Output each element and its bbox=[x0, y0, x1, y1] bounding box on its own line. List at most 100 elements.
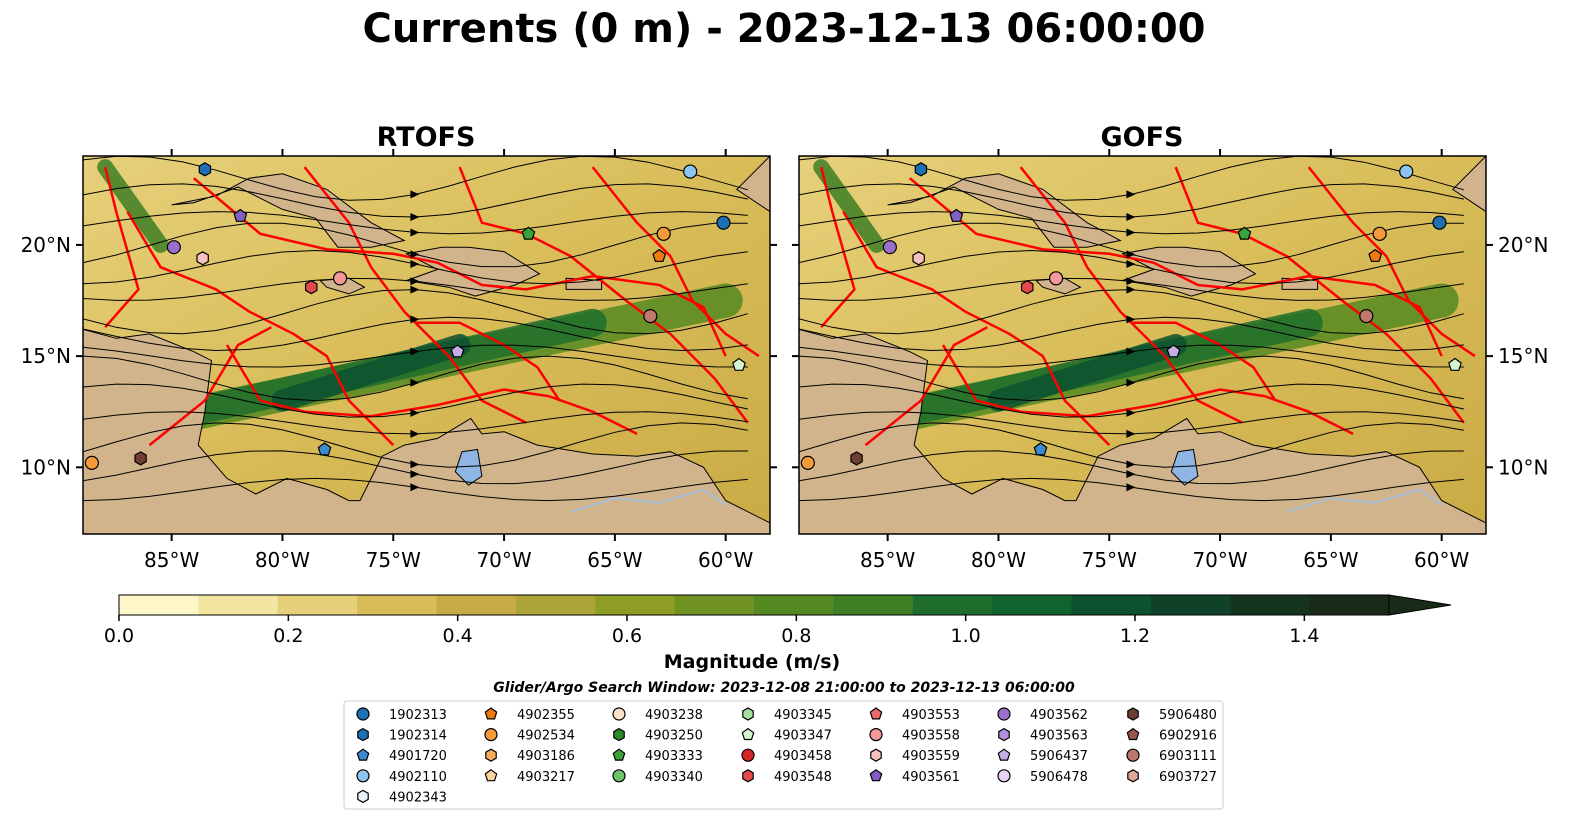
legend-marker bbox=[484, 707, 498, 720]
legend-label: 1902314 bbox=[389, 729, 447, 744]
float-marker bbox=[317, 442, 332, 456]
float-marker bbox=[84, 455, 99, 470]
legend-marker bbox=[485, 748, 497, 762]
xtick-label: 60°W bbox=[1414, 548, 1469, 572]
legend-marker bbox=[613, 727, 625, 742]
streamline-arrow bbox=[410, 429, 420, 438]
float-marker bbox=[166, 240, 181, 255]
streamline-arrow bbox=[1126, 250, 1136, 259]
search-window-label: Glider/Argo Search Window: 2023-12-08 21… bbox=[493, 680, 1075, 696]
legend-marker bbox=[1126, 727, 1140, 741]
legend-label: 5906437 bbox=[1030, 749, 1088, 764]
float-marker bbox=[716, 215, 731, 230]
colorbar-bin bbox=[754, 595, 834, 615]
float-marker bbox=[134, 451, 147, 466]
colorbar-bin bbox=[674, 595, 755, 615]
legend-label: 1902313 bbox=[389, 708, 447, 723]
land-polygon bbox=[799, 328, 1486, 534]
streamline-arrow bbox=[1126, 259, 1136, 268]
figure-title: Currents (0 m) - 2023-12-13 06:00:00 bbox=[363, 6, 1206, 52]
streamline-arrow bbox=[410, 378, 420, 387]
current-jet bbox=[813, 159, 885, 253]
colorbar-frame bbox=[118, 594, 1390, 616]
float-marker bbox=[1033, 442, 1048, 456]
legend-label: 4903561 bbox=[902, 770, 960, 785]
xtick-label: 65°W bbox=[587, 548, 642, 572]
axis-ticks: 85°W 80°W 75°W 70°W 65°W 60°W 10°N 15°N 20°N bbox=[792, 149, 1548, 572]
colorbar-tick-label: 1.2 bbox=[1120, 625, 1150, 647]
current-jet bbox=[271, 334, 471, 412]
lake-polygon bbox=[454, 448, 483, 486]
legend-marker bbox=[484, 769, 498, 782]
xtick-label: 75°W bbox=[1082, 548, 1137, 572]
streamline-arrow bbox=[410, 315, 420, 324]
colorbar-tick-label: 0.4 bbox=[443, 625, 473, 647]
legend-label: 4903562 bbox=[1030, 708, 1088, 723]
panel-rtofs: RTOFS 85°W 80°W 75°W 70°W 65°W 60°W 10°N 15°N 20… bbox=[21, 122, 777, 572]
eez-line bbox=[303, 166, 527, 424]
xtick-label: 75°W bbox=[366, 548, 421, 572]
panel-title-rtofs: RTOFS bbox=[377, 122, 476, 153]
float-marker bbox=[332, 271, 348, 286]
ytick-label: 15°N bbox=[1498, 344, 1548, 368]
eez-line bbox=[1307, 166, 1476, 358]
ytick-label: 20°N bbox=[21, 233, 71, 257]
xtick-label: 80°W bbox=[971, 548, 1026, 572]
streamline-arrow bbox=[1126, 378, 1136, 387]
float-marker bbox=[198, 162, 212, 177]
streamline-arrow bbox=[1126, 408, 1136, 417]
legend-label: 4902110 bbox=[389, 770, 447, 785]
legend-label: 4903340 bbox=[645, 770, 703, 785]
legend-marker bbox=[742, 707, 754, 721]
colorbar-bin bbox=[119, 595, 199, 615]
map-rtofs bbox=[83, 156, 770, 534]
colorbar-bin bbox=[833, 595, 914, 615]
legend-marker bbox=[998, 727, 1010, 742]
eez-boundaries bbox=[103, 166, 760, 447]
legend-label: 4903553 bbox=[902, 708, 960, 723]
legend: 1902313 1902314 4901720 4902110 4902343 49023… bbox=[343, 700, 1224, 810]
legend-marker bbox=[612, 707, 626, 721]
legend-label: 4903238 bbox=[645, 708, 703, 723]
legend-marker bbox=[1127, 707, 1139, 721]
float-marker bbox=[196, 251, 209, 266]
legend-marker bbox=[357, 789, 369, 804]
land-polygon bbox=[736, 156, 770, 213]
streamline-arrow bbox=[1126, 470, 1136, 479]
float-marker bbox=[233, 208, 248, 222]
float-marker bbox=[683, 164, 698, 179]
float-marker bbox=[656, 226, 671, 241]
float-marker bbox=[521, 226, 536, 240]
land-polygon bbox=[1281, 277, 1319, 290]
streamline-arrow bbox=[1126, 285, 1136, 294]
eez-line bbox=[458, 166, 749, 424]
legend-marker bbox=[612, 769, 626, 783]
colorbar-tick-label: 0.8 bbox=[781, 625, 811, 647]
float-marker bbox=[732, 357, 746, 371]
float-marker bbox=[912, 251, 925, 266]
float-marker bbox=[1432, 215, 1447, 230]
streamline-arrow bbox=[1126, 190, 1136, 199]
float-markers bbox=[800, 162, 1462, 470]
legend-marker bbox=[869, 707, 883, 720]
legend-marker bbox=[741, 727, 755, 741]
xtick-label: 80°W bbox=[255, 548, 310, 572]
map-frame bbox=[82, 155, 771, 535]
colorbar-bin bbox=[1230, 595, 1311, 615]
legend-label: 6903111 bbox=[1159, 749, 1217, 764]
float-marker bbox=[1359, 308, 1374, 324]
river-line bbox=[570, 488, 727, 513]
panel-gofs: GOFS 85°W 80°W 75°W 70°W 65°W 60°W 10°N 15°N 20°… bbox=[792, 122, 1548, 572]
streamline-arrow bbox=[410, 277, 420, 286]
ytick-label: 20°N bbox=[1498, 233, 1548, 257]
river-line bbox=[1286, 488, 1443, 513]
eez-line bbox=[864, 326, 988, 447]
legend-marker bbox=[356, 769, 370, 783]
eez-line bbox=[1174, 166, 1465, 424]
legend-label: 4903186 bbox=[517, 749, 575, 764]
streamline-arrow bbox=[410, 259, 420, 268]
eez-line bbox=[908, 177, 1443, 357]
colorbar-bin bbox=[436, 595, 517, 615]
current-jet bbox=[987, 334, 1187, 412]
